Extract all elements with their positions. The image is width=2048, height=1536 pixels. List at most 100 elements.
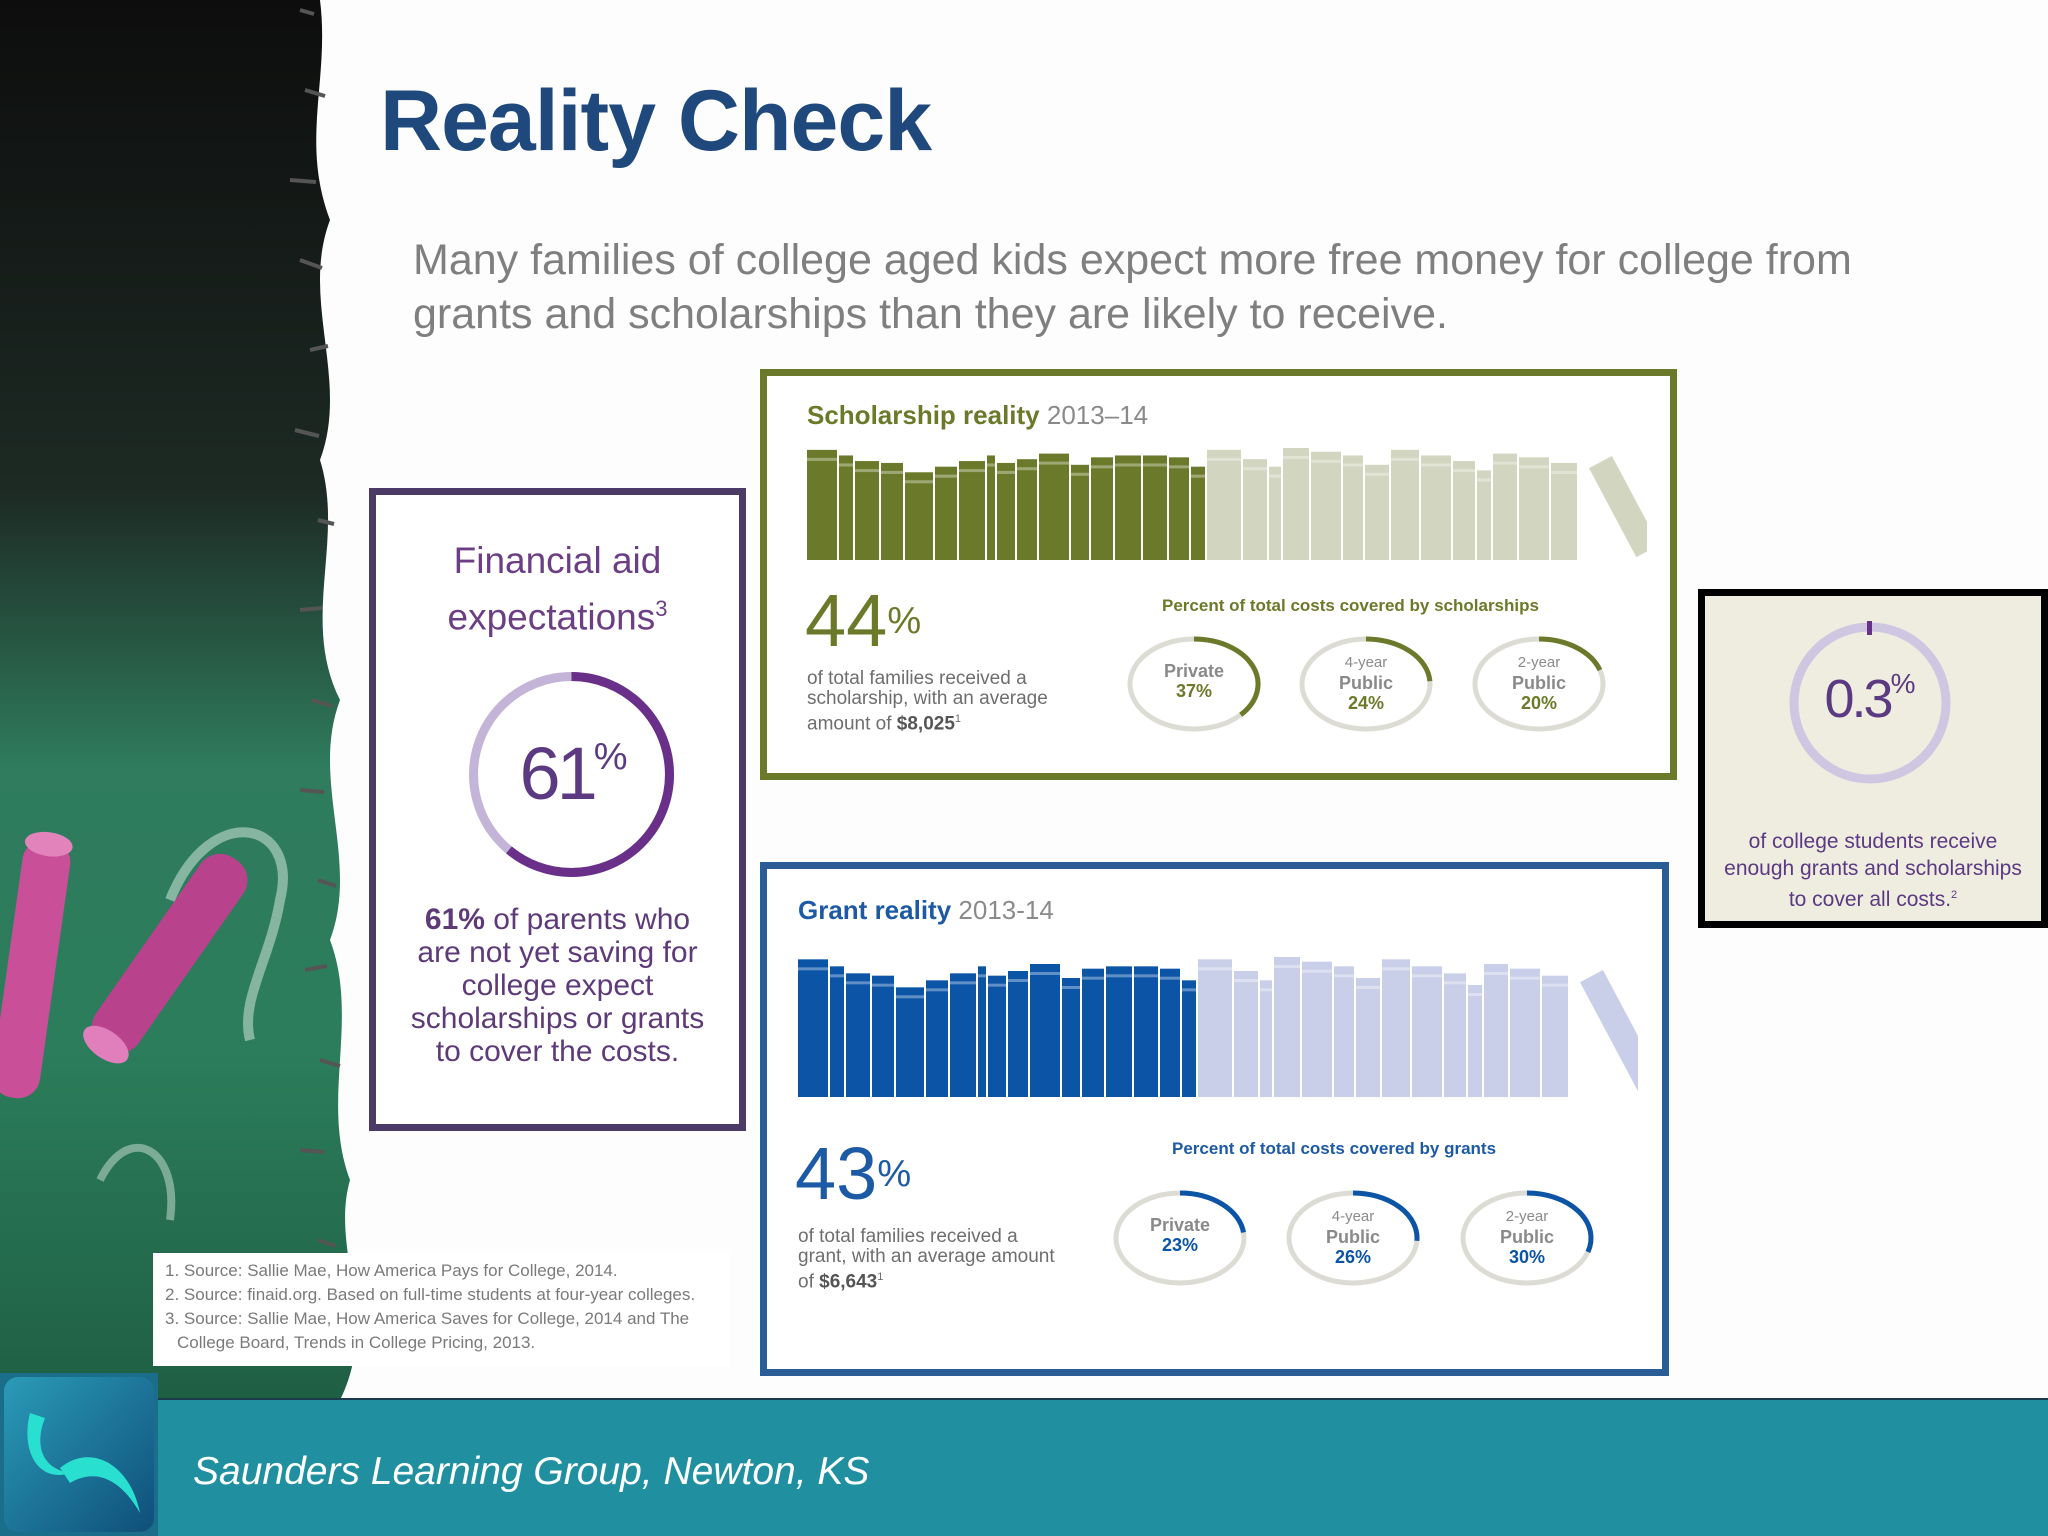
sources-list: 1. Source: Sallie Mae, How America Pays …: [153, 1253, 730, 1366]
chalk-stick-2: [83, 853, 248, 1064]
grant-description: of total families received a grant, with…: [798, 1226, 1055, 1293]
book-band: [1062, 986, 1080, 989]
book-spine: [1169, 457, 1189, 560]
book-band: [1091, 465, 1113, 469]
book-band: [1493, 461, 1517, 465]
book-spine: [1311, 451, 1341, 560]
chalk-stick-1: [0, 831, 73, 1099]
book-band: [1039, 461, 1069, 465]
coverage-ring-value: 37%: [1175, 681, 1213, 701]
book-spine: [1274, 957, 1300, 1097]
scholarship-caption: Percent of total costs covered by schola…: [1162, 596, 1539, 615]
book-spine: [926, 980, 948, 1097]
book-band: [1391, 457, 1419, 461]
book-band: [1030, 972, 1060, 975]
source-item: 3. Source: Sallie Mae, How America Saves…: [165, 1309, 690, 1352]
book-band: [1191, 474, 1205, 478]
book-spine: [1062, 978, 1080, 1097]
source-item: 1. Source: Sallie Mae, How America Pays …: [165, 1261, 618, 1280]
book-band: [1365, 472, 1389, 476]
coverage-ring-label: Public: [1511, 673, 1566, 693]
book-band: [1115, 463, 1141, 467]
book-spine: [1365, 464, 1389, 560]
book-spine: [1334, 966, 1354, 1097]
book-band: [1283, 456, 1309, 459]
coverage-ring-label: Private: [1149, 1215, 1211, 1235]
book-spine: [1082, 968, 1104, 1097]
book-spine: [1071, 464, 1089, 560]
book-band: [872, 983, 894, 987]
book-spine: [1017, 459, 1037, 560]
book-spine: [872, 975, 894, 1097]
full-coverage-percent: 0.3%: [1824, 668, 1916, 729]
scholarship-card: Scholarship reality 2013–14 44% of total…: [760, 369, 1677, 780]
chalkboard-background: [0, 0, 357, 1400]
book-band: [1412, 974, 1442, 978]
coverage-ring-label: Public: [1499, 1227, 1554, 1247]
book-spine: [1008, 971, 1028, 1097]
book-band: [846, 981, 870, 985]
book-band: [1551, 470, 1577, 474]
full-coverage-donut: [1789, 621, 1951, 784]
coverage-ring-value: 30%: [1508, 1247, 1546, 1267]
book-band: [1477, 478, 1491, 482]
leaning-book: [1589, 455, 1647, 558]
grant-caption: Percent of total costs covered by grants: [1172, 1139, 1497, 1158]
svg-text:61%: 61%: [519, 732, 626, 815]
book-spine: [1243, 459, 1267, 560]
book-band: [881, 470, 903, 474]
full-coverage-card: 0.3% of college students receive enough …: [1698, 589, 2048, 928]
company-logo-icon: [0, 1373, 158, 1536]
book-band: [855, 469, 879, 473]
book-band: [1134, 974, 1158, 978]
book-band: [950, 981, 976, 985]
coverage-ring-graphic: [1299, 636, 1433, 732]
book-spine: [997, 462, 1015, 560]
book-band: [1334, 974, 1354, 978]
book-band: [997, 470, 1015, 474]
book-band: [1143, 463, 1167, 467]
book-band: [1356, 986, 1380, 989]
book-band: [978, 974, 986, 978]
footer-text: Saunders Learning Group, Newton, KS: [193, 1450, 870, 1493]
book-band: [935, 474, 957, 478]
book-spine: [839, 455, 853, 560]
book-band: [1182, 988, 1196, 992]
book-spine: [1302, 961, 1332, 1097]
coverage-ring-label: Private: [1163, 661, 1225, 681]
coverage-ring-arc: [1365, 636, 1433, 682]
coverage-ring-value: 23%: [1161, 1235, 1199, 1255]
full-coverage-text: of college students receive enough grant…: [1724, 830, 2022, 911]
book-spine: [1269, 466, 1281, 560]
book-band: [1169, 465, 1189, 469]
book-spine: [1444, 973, 1466, 1097]
book-band: [1519, 465, 1549, 469]
book-band: [988, 983, 1006, 987]
book-spine: [1412, 966, 1442, 1097]
book-band: [1017, 467, 1037, 471]
book-spine: [1198, 959, 1232, 1097]
coverage-ring: 4-year Public 24%: [1297, 635, 1435, 733]
scholarship-title: Scholarship reality 2013–14: [807, 400, 1149, 430]
financial-aid-title: Financial aid expectations3: [447, 540, 668, 638]
book-band: [1160, 976, 1180, 980]
book-spine: [978, 966, 986, 1097]
book-band: [1082, 976, 1104, 980]
coverage-ring-label: Public: [1338, 673, 1393, 693]
book-spine: [1191, 466, 1205, 560]
coverage-ring-graphic: [1286, 1190, 1420, 1286]
book-band: [1106, 974, 1132, 978]
scholarship-big-percent: 44%: [805, 579, 922, 662]
coverage-ring: Private 37%: [1125, 635, 1263, 733]
book-band: [807, 457, 837, 461]
book-spine: [1382, 959, 1410, 1097]
book-spine: [1182, 980, 1196, 1097]
scholarship-books-graphic: [807, 448, 1647, 560]
book-band: [1269, 474, 1281, 478]
book-band: [987, 463, 995, 467]
book-spine: [1030, 964, 1060, 1097]
book-spine: [1493, 453, 1517, 560]
coverage-ring: 2-year Public 30%: [1458, 1189, 1596, 1287]
footer-bar: [0, 1398, 2048, 1536]
book-spine: [1039, 453, 1069, 560]
